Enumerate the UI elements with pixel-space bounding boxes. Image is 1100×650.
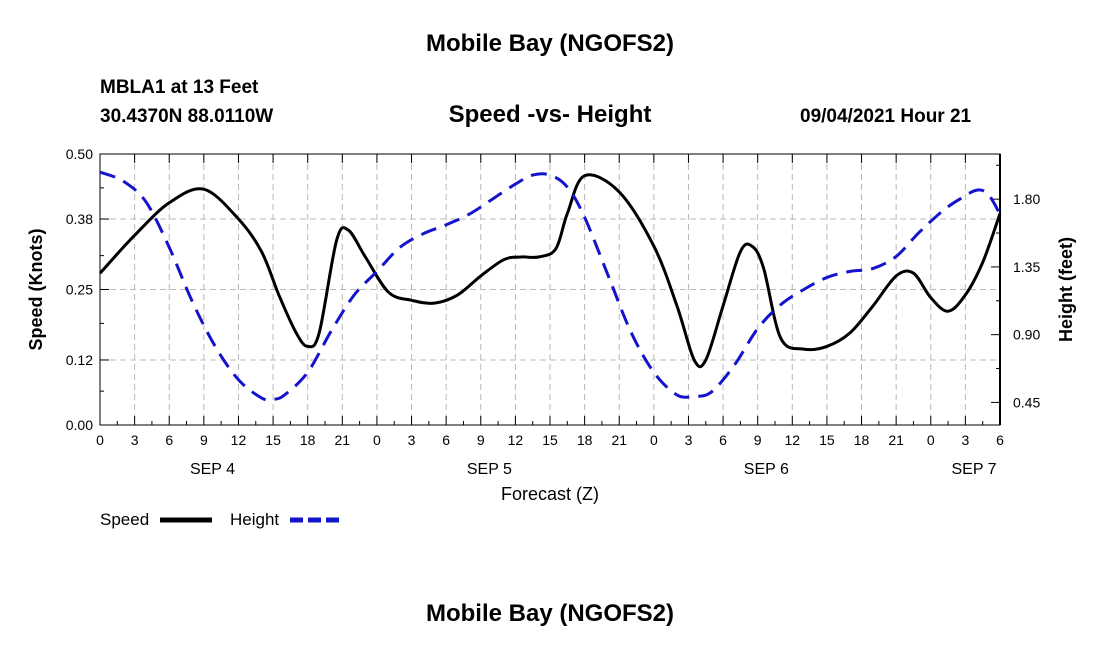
date-label: SEP 7 — [951, 461, 996, 478]
x-tick-label: 15 — [819, 432, 835, 448]
x-tick-label: 6 — [165, 432, 173, 448]
footer-title: Mobile Bay (NGOFS2) — [425, 600, 675, 627]
series-line-speed — [98, 173, 1002, 369]
x-tick-label: 6 — [442, 432, 450, 448]
y-left-tick-label: 0.12 — [66, 352, 93, 368]
y-right-tick-label: 0.45 — [1013, 394, 1040, 410]
date-label: SEP 4 — [190, 461, 235, 478]
x-tick-label: 12 — [508, 432, 524, 448]
legend-label-height: Height — [230, 510, 279, 529]
y-right-axis-label: Height (feet) — [1056, 237, 1076, 342]
y-right-tick-label: 1.80 — [1013, 191, 1040, 207]
x-tick-label: 15 — [542, 432, 558, 448]
y-left-tick-label: 0.38 — [66, 211, 93, 227]
y-left-tick-label: 0.50 — [66, 146, 93, 162]
series-line-height — [99, 170, 1002, 402]
x-tick-label: 21 — [335, 432, 351, 448]
x-tick-label: 6 — [996, 432, 1004, 448]
x-axis-label: Forecast (Z) — [501, 484, 599, 504]
x-tick-label: 3 — [408, 432, 416, 448]
x-tick-label: 18 — [854, 432, 870, 448]
y-left-axis-label: Speed (Knots) — [26, 228, 46, 350]
x-tick-label: 0 — [96, 432, 104, 448]
x-tick-label: 12 — [785, 432, 801, 448]
x-tick-label: 18 — [577, 432, 593, 448]
x-tick-label: 9 — [477, 432, 485, 448]
x-tick-label: 21 — [888, 432, 904, 448]
x-tick-label: 18 — [300, 432, 316, 448]
x-tick-label: 6 — [719, 432, 727, 448]
y-left-tick-label: 0.00 — [66, 417, 93, 433]
legend-label-speed: Speed — [100, 510, 149, 529]
chart-subtitle: Speed -vs- Height — [448, 101, 652, 128]
x-tick-label: 0 — [650, 432, 658, 448]
x-tick-label: 12 — [231, 432, 247, 448]
x-tick-label: 9 — [200, 432, 208, 448]
station-coordinates: 30.4370N 88.0110W — [100, 106, 274, 127]
forecast-datetime: 09/04/2021 Hour 21 — [800, 106, 972, 127]
date-label: SEP 6 — [744, 461, 789, 478]
x-tick-label: 3 — [131, 432, 139, 448]
x-tick-label: 9 — [754, 432, 762, 448]
y-right-tick-label: 0.90 — [1013, 327, 1040, 343]
station-label: MBLA1 at 13 Feet — [100, 77, 259, 98]
x-tick-label: 3 — [685, 432, 693, 448]
y-right-tick-label: 1.35 — [1013, 259, 1040, 275]
x-tick-label: 0 — [927, 432, 935, 448]
date-label: SEP 5 — [467, 461, 512, 478]
y-left-tick-label: 0.25 — [66, 282, 93, 298]
chart-title: Mobile Bay (NGOFS2) — [425, 30, 675, 57]
x-tick-label: 0 — [373, 432, 381, 448]
x-tick-label: 3 — [961, 432, 969, 448]
x-tick-label: 21 — [611, 432, 627, 448]
x-tick-label: 15 — [265, 432, 281, 448]
